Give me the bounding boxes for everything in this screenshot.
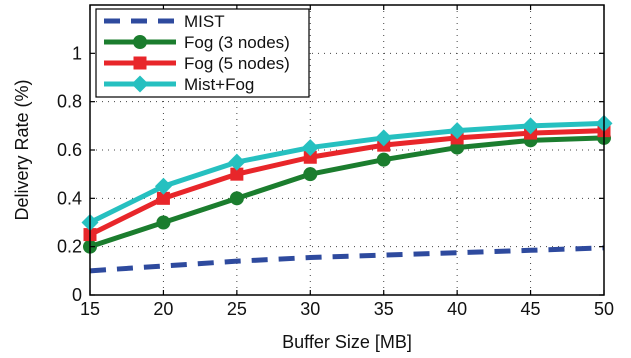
- diamond-marker: [448, 122, 466, 140]
- legend-item: Fog (5 nodes): [104, 54, 290, 73]
- circle-marker: [303, 167, 318, 182]
- legend-item: MIST: [104, 12, 225, 31]
- series-mist: [89, 245, 605, 274]
- series-layer: [81, 114, 613, 274]
- series-mist-fog: [81, 114, 613, 231]
- square-marker: [230, 167, 244, 181]
- legend-label: Fog (3 nodes): [184, 33, 290, 52]
- square-marker: [133, 56, 147, 70]
- series-line: [88, 120, 605, 225]
- circle-marker: [376, 152, 391, 167]
- y-tick-label: 0.6: [57, 140, 82, 160]
- circle-marker: [229, 191, 244, 206]
- diamond-marker: [301, 139, 319, 157]
- y-tick-label: 0.4: [57, 188, 82, 208]
- legend-item: Fog (3 nodes): [104, 33, 290, 52]
- y-tick-label: 1: [72, 43, 82, 63]
- diamond-marker: [522, 117, 540, 135]
- axis-ticks: 15 20 25 30 35 40 45 50 0 0.2 0.4 0.6 0.8 1: [57, 5, 614, 319]
- diamond-marker: [154, 177, 172, 195]
- y-tick-label: 0.8: [57, 92, 82, 112]
- diamond-marker: [375, 129, 393, 147]
- y-axis-title: Delivery Rate (%): [12, 79, 32, 220]
- circle-marker: [133, 35, 147, 49]
- diamond-marker: [228, 153, 246, 171]
- x-tick-label: 30: [300, 299, 320, 319]
- x-tick-label: 45: [521, 299, 541, 319]
- series-line: [89, 135, 605, 250]
- x-tick-label: 50: [594, 299, 614, 319]
- square-marker: [156, 191, 170, 205]
- legend: MIST Fog (3 nodes) Fog (5 nodes) Mist+Fog: [95, 8, 310, 98]
- legend-label: Mist+Fog: [184, 75, 254, 94]
- x-tick-label: 25: [227, 299, 247, 319]
- x-tick-label: 40: [447, 299, 467, 319]
- diamond-marker: [131, 75, 149, 93]
- legend-label: MIST: [184, 12, 225, 31]
- x-tick-label: 15: [80, 299, 100, 319]
- y-tick-label: 0: [72, 285, 82, 305]
- x-tick-label: 20: [153, 299, 173, 319]
- legend-label: Fog (5 nodes): [184, 54, 290, 73]
- x-axis-title: Buffer Size [MB]: [282, 332, 412, 352]
- y-tick-label: 0.2: [57, 237, 82, 257]
- series-line: [89, 245, 605, 274]
- circle-marker: [156, 215, 171, 230]
- x-tick-label: 35: [374, 299, 394, 319]
- legend-item: Mist+Fog: [104, 75, 254, 94]
- series-line: [88, 128, 605, 237]
- square-marker: [303, 150, 317, 164]
